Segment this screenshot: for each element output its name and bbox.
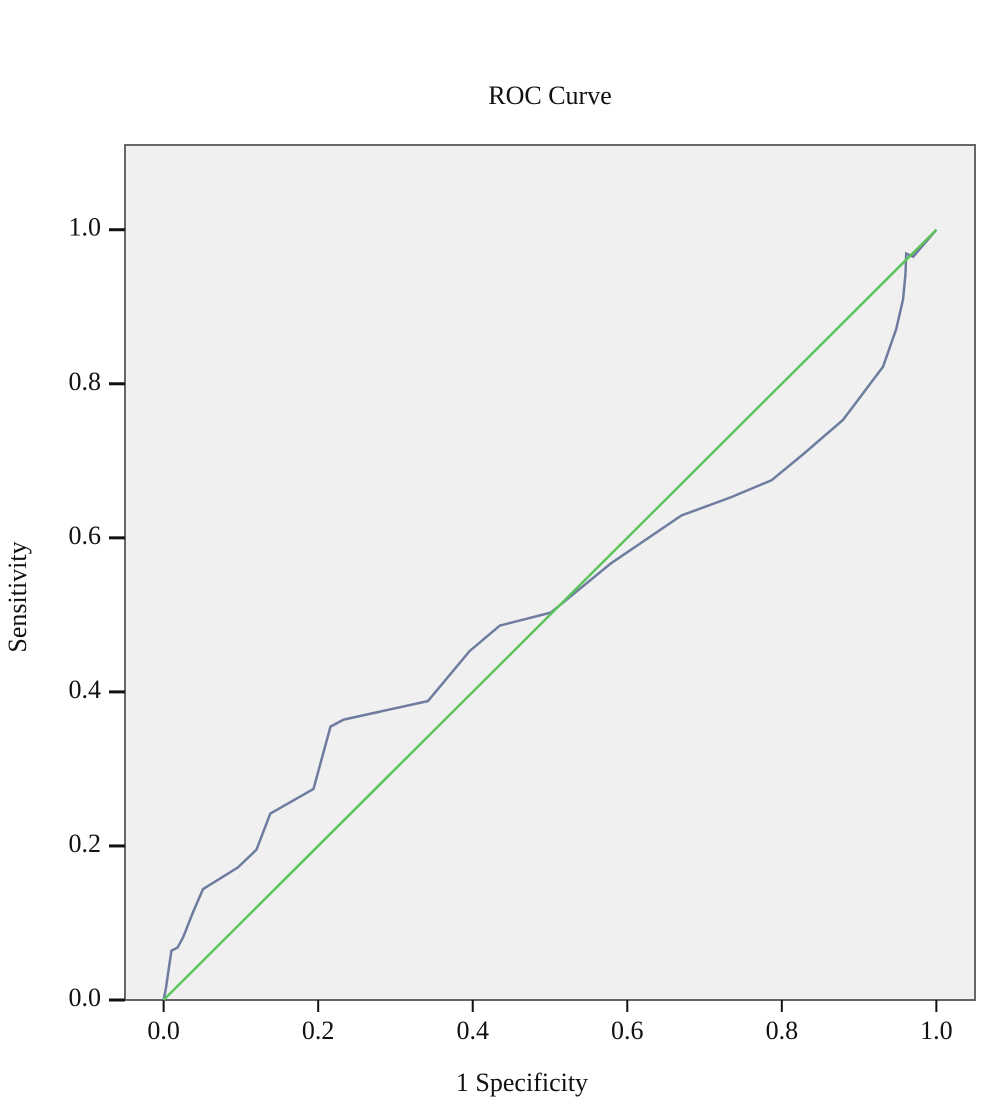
x-tick-label: 0.8	[766, 1016, 799, 1045]
y-tick-label: 1.0	[69, 213, 102, 242]
x-tick-label: 0.2	[302, 1016, 335, 1045]
x-tick-label: 1.0	[920, 1016, 953, 1045]
line-series	[162, 228, 938, 1001]
y-tick-label: 0.8	[69, 367, 102, 396]
x-tick-label: 0.0	[147, 1016, 180, 1045]
y-tick-label: 0.4	[69, 675, 102, 704]
chart-title: ROC Curve	[488, 81, 612, 110]
y-tick-label: 0.2	[69, 829, 102, 858]
plot-area	[124, 144, 976, 1001]
y-tick-label: 0.0	[69, 983, 102, 1012]
x-axis-label: 1 Specificity	[456, 1068, 588, 1097]
y-tick-label: 0.6	[69, 521, 102, 550]
x-tick-label: 0.4	[456, 1016, 489, 1045]
y-axis-label: Sensitivity	[3, 541, 32, 652]
line-series	[162, 228, 938, 1001]
x-tick-label: 0.6	[611, 1016, 644, 1045]
